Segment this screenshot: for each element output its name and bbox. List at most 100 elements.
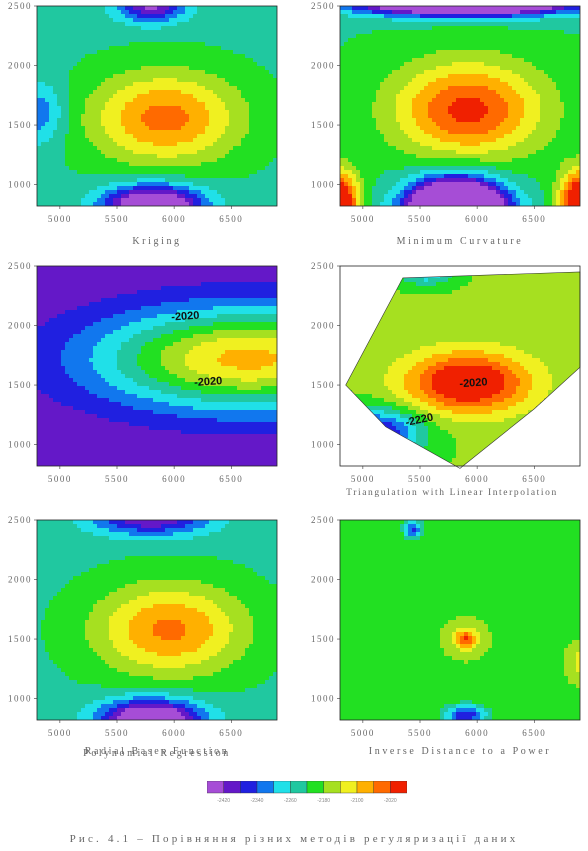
contour-label: -2220 [404,411,434,429]
x-tick-label: 5000 [351,214,375,224]
x-tick-label: 6500 [522,214,546,224]
contour-plot-polynomial-regression: 5000 5500 6000 6500 1000 1500 2000 2500 -2020 -20… [8,261,278,484]
plot-frame [36,5,278,207]
y-tick-label: 2000 [8,61,32,71]
contour-label: -2020 [171,310,200,324]
panel-title: Polynomial Regression [83,748,231,759]
x-tick-label: 5000 [48,214,72,224]
panel-title: Triangulation with Linear Interpolation [346,488,558,498]
contour-plot-inverse-distance: 5000 5500 6000 6500 1000 1500 2000 2500 [311,515,581,738]
y-tick-label: 1500 [311,120,335,130]
y-tick-label: 1500 [8,380,32,390]
legend-swatch [240,780,258,794]
contour-plot-triangulation: 5000 5500 6000 6500 1000 1500 2000 2500 -2020 -22… [311,261,581,484]
x-tick-label: 6000 [465,214,489,224]
panel-title: Radial Bases Function [84,746,230,757]
legend-swatch [290,780,308,794]
legend-swatch [223,780,241,794]
panel-inverse-distance: 5000 5500 6000 6500 1000 1500 2000 2500 Inverse… [300,514,588,764]
y-tick-label: 2500 [8,515,32,525]
contour-fill [340,6,580,206]
contour-fill [340,520,580,720]
contour-label: -2020 [459,376,488,390]
x-tick-label: 5500 [105,214,129,224]
x-tick-label: 6500 [219,214,243,224]
hull-outline [345,271,581,469]
x-tick-label: 6500 [522,474,546,484]
x-tick-label: 6500 [219,474,243,484]
x-tick-label: 6000 [465,728,489,738]
y-tick-label: 2000 [311,321,335,331]
panel-minimum-curvature: 5000 5500 6000 6500 1000 1500 2000 2500 Minimum… [300,0,588,252]
x-tick-label: 6000 [162,728,186,738]
x-tick-label: 6000 [162,214,186,224]
y-tick-label: 1000 [311,694,335,704]
legend-label: -2180 [317,798,330,804]
panel-kriging: 5000 5500 6000 6500 1000 1500 2000 2500 Kriging [0,0,290,252]
panel-triangulation: 5000 5500 6000 6500 1000 1500 2000 2500 -2020 -22… [300,260,588,510]
legend-swatch [356,780,374,794]
panel-radial-bases: 5000 5500 6000 6500 1000 1500 2000 2500 Radial … [0,514,290,764]
contour-plot-radial-bases: 5000 5500 6000 6500 1000 1500 2000 2500 [8,515,278,738]
y-tick-label: 2000 [311,61,335,71]
y-tick-label: 1000 [311,440,335,450]
x-tick-label: 5500 [408,474,432,484]
legend-swatch [390,780,408,794]
y-tick-label: 1500 [311,634,335,644]
y-tick-label: 2000 [311,575,335,585]
legend-label: -2340 [251,798,264,804]
contour-fill [37,6,277,206]
color-legend: -2420 -2340 -2260 -2180 -2100 -2020 [206,780,408,805]
legend-label: -2100 [351,798,364,804]
plot-frame [339,5,581,207]
legend-swatch [306,780,324,794]
legend-label: -2420 [217,798,230,804]
legend-swatch [256,780,274,794]
contour-plot-minimum-curvature: 5000 5500 6000 6500 1000 1500 2000 2500 [311,1,581,224]
y-tick-label: 2500 [311,1,335,11]
legend-label: -2020 [384,798,397,804]
y-tick-label: 2000 [8,321,32,331]
contour-fill [345,271,580,467]
plot-frame [339,519,581,721]
legend-swatch [373,780,391,794]
contour-plot-kriging: 5000 5500 6000 6500 1000 1500 2000 2500 [8,1,278,224]
y-tick-label: 1500 [8,120,32,130]
panel-title: Minimum Curvature [396,236,524,247]
x-tick-label: 6000 [465,474,489,484]
x-tick-label: 5500 [408,214,432,224]
x-tick-label: 5500 [105,728,129,738]
legend-swatch [323,780,341,794]
panel-polynomial-regression: 5000 5500 6000 6500 1000 1500 2000 2500 -2020 -20… [0,260,290,759]
x-tick-label: 5000 [351,728,375,738]
y-tick-label: 2500 [311,515,335,525]
contour-label: -2020 [194,375,223,389]
figure-caption: Рис. 4.1 – Порівняння різних методів рег… [69,833,519,845]
legend-label: -2260 [284,798,297,804]
plot-frame [339,265,581,467]
contour-fill [37,266,277,466]
y-tick-label: 1000 [8,440,32,450]
y-tick-label: 1000 [311,180,335,190]
y-tick-label: 1000 [8,694,32,704]
x-tick-label: 5500 [105,474,129,484]
plot-frame [36,265,278,467]
y-tick-label: 2500 [8,1,32,11]
panel-title: Inverse Distance to a Power [368,746,552,757]
plot-frame [36,519,278,721]
legend-swatch [340,780,358,794]
panel-title: Kriging [132,236,182,247]
y-tick-label: 2500 [8,261,32,271]
y-tick-label: 1500 [8,634,32,644]
contour-fill [37,520,277,720]
legend-swatch [206,780,224,794]
x-tick-label: 5000 [48,474,72,484]
legend-bar: -2420 -2340 -2260 -2180 -2100 -2020 [206,780,408,804]
y-tick-label: 2500 [311,261,335,271]
y-tick-label: 1500 [311,380,335,390]
x-tick-label: 5500 [408,728,432,738]
legend-swatch [273,780,291,794]
x-tick-label: 6000 [162,474,186,484]
x-tick-label: 5000 [351,474,375,484]
y-tick-label: 1000 [8,180,32,190]
